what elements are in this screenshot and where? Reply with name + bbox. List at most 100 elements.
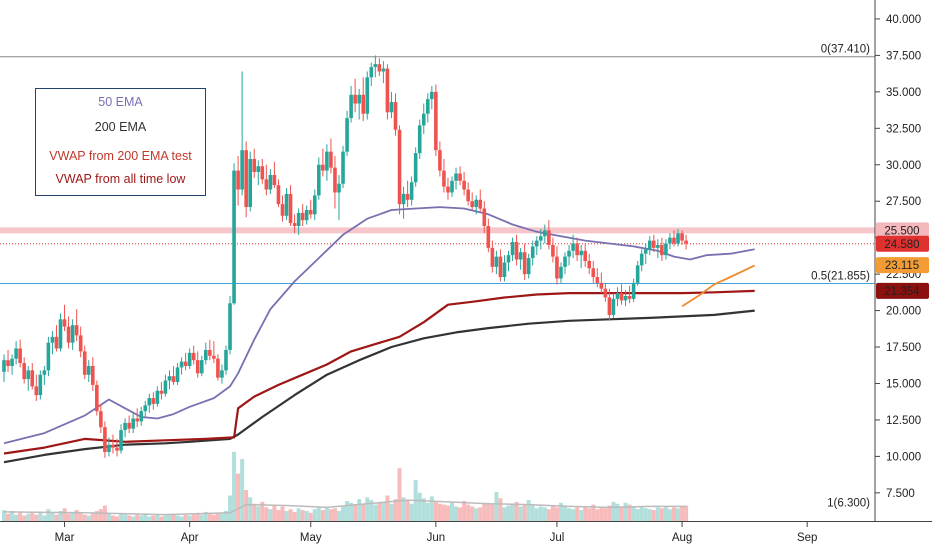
time-tick-label: Jun: [427, 532, 446, 544]
candle-body: [555, 256, 559, 279]
candle-body: [478, 199, 483, 209]
volume-bar: [50, 512, 55, 521]
volume-bar: [655, 507, 660, 521]
candle-body: [567, 250, 571, 257]
candle-body: [583, 250, 587, 261]
candlesticks: [2, 55, 688, 458]
volume-bar: [304, 510, 309, 521]
candle-body: [680, 233, 684, 241]
volume-bar: [595, 509, 600, 521]
candle-body: [2, 360, 6, 372]
volume-bar: [381, 501, 386, 521]
volume-bar: [280, 506, 285, 521]
volume-bar: [433, 500, 438, 521]
volume-bar: [538, 506, 543, 521]
volume-bar: [94, 510, 99, 521]
volume-bar: [284, 510, 289, 521]
candle-body: [115, 447, 119, 451]
volume-bar: [135, 514, 140, 521]
candle-body: [514, 242, 519, 260]
volume-bar: [357, 499, 362, 521]
candle-body: [212, 355, 216, 359]
volume-bar: [680, 506, 685, 521]
candle-body: [171, 376, 176, 383]
volume-bar: [332, 508, 337, 521]
candle-body: [434, 91, 438, 151]
candle-body: [300, 212, 305, 221]
candle-body: [425, 99, 430, 114]
candle-body: [458, 173, 462, 181]
vwap-200ema-price-label-bg: [876, 257, 929, 274]
last-price-label: 24.580: [884, 239, 919, 251]
candle-body: [345, 118, 349, 152]
time-tick-label: Aug: [672, 532, 692, 544]
candle-body: [18, 348, 22, 364]
volume-bar: [187, 515, 192, 521]
volume-bar: [635, 509, 640, 521]
volume-bar: [232, 451, 237, 521]
volume-bar: [74, 510, 79, 521]
volume-bar: [429, 496, 434, 521]
volume-ma-line: [3, 499, 687, 516]
volume-bar: [179, 516, 184, 521]
volume-bar: [167, 513, 172, 521]
volume-bar: [397, 468, 402, 521]
volume-bar: [292, 511, 297, 521]
candle-body: [385, 68, 390, 113]
volume-bar: [389, 503, 394, 521]
time-axis[interactable]: Mar Apr May Jun Jul Aug Sep: [55, 522, 818, 544]
volume-bar: [623, 502, 628, 521]
volume-bar: [659, 508, 664, 521]
volume-bar: [211, 514, 216, 521]
candle-body: [54, 336, 59, 349]
volume-bar: [264, 507, 269, 521]
candle-body: [195, 360, 200, 374]
candle-body: [607, 297, 612, 315]
volume-bar: [252, 503, 257, 521]
volume-bar: [219, 513, 224, 521]
volume-bar: [296, 508, 301, 521]
volume-bar: [127, 515, 132, 521]
candle-body: [143, 405, 148, 412]
candle-body: [349, 94, 353, 119]
vwap-all-time-low-line: [3, 289, 755, 455]
volume-bar: [667, 509, 672, 521]
candle-body: [413, 153, 418, 183]
volume-bar: [244, 490, 249, 521]
candle-body: [30, 370, 35, 387]
volume-bar: [300, 510, 305, 521]
price-axis[interactable]: 40.00037.50035.00032.50030.00027.50025.0…: [875, 14, 921, 500]
volume-bar: [474, 508, 479, 521]
volume-bar: [316, 507, 321, 521]
legend-item-vwap-200ema: VWAP from 200 EMA test: [49, 149, 192, 163]
candle-body: [119, 430, 123, 451]
horizontal-levels: [0, 56, 875, 285]
candle-body: [232, 170, 236, 304]
candle-body: [474, 199, 479, 208]
volume-bar: [58, 510, 63, 521]
candle-body: [526, 258, 531, 275]
candle-body: [167, 376, 172, 381]
candle-body: [26, 370, 31, 380]
price-tick-label: 7.500: [886, 488, 915, 500]
volume-bar: [236, 473, 241, 521]
volume-bar: [466, 504, 471, 521]
candle-body: [204, 349, 208, 361]
candle-body: [325, 151, 329, 171]
volume-bar: [542, 507, 547, 521]
candle-body: [430, 91, 434, 100]
candle-body: [321, 164, 325, 171]
candle-body: [317, 164, 321, 196]
ema200-line: [3, 309, 755, 464]
candle-body: [74, 325, 79, 336]
candle-body: [284, 193, 289, 216]
legend-box[interactable]: 50 EMA 200 EMA VWAP from 200 EMA test VW…: [35, 88, 206, 196]
candle-body: [357, 94, 361, 104]
candle-body: [131, 418, 135, 429]
volume-bar: [110, 515, 115, 521]
candle-body: [46, 342, 51, 371]
candle-body: [90, 365, 95, 385]
candle-body: [163, 380, 168, 394]
candle-body: [304, 209, 309, 221]
